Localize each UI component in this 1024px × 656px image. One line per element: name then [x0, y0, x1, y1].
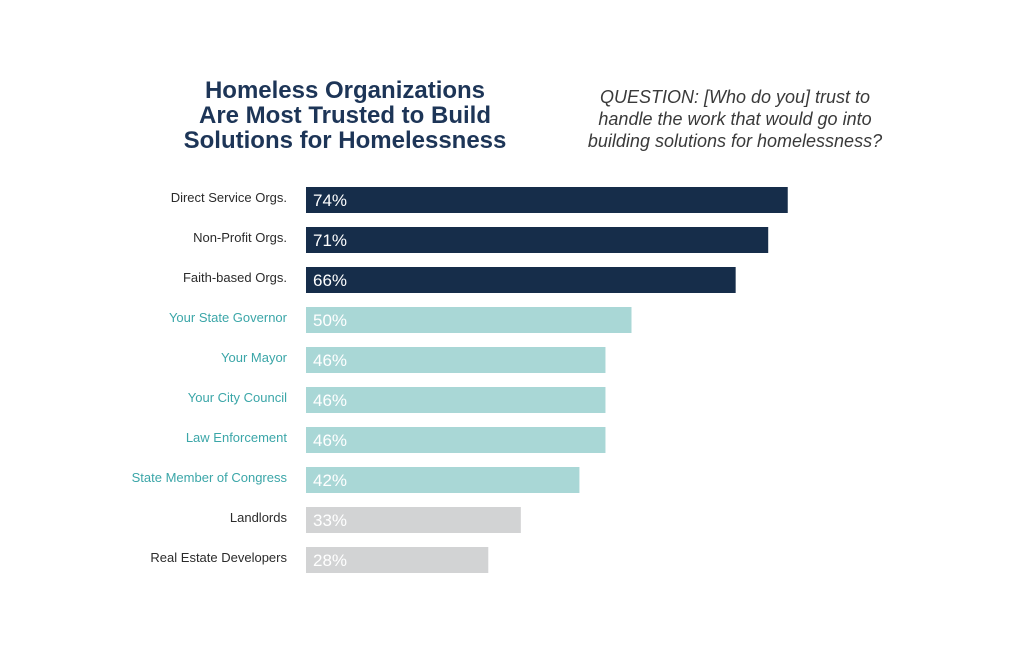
category-label: State Member of Congress: [132, 470, 288, 485]
bar-value-label: 46%: [313, 351, 347, 370]
bar: [306, 467, 580, 493]
survey-question-line: handle the work that would go into: [598, 109, 872, 129]
bar: [306, 227, 769, 253]
bar-value-label: 46%: [313, 391, 347, 410]
chart-title-line: Are Most Trusted to Build: [198, 102, 491, 129]
category-label: Your State Governor: [169, 310, 288, 325]
bar-value-label: 50%: [313, 311, 347, 330]
category-label: Your City Council: [188, 390, 287, 405]
category-label: Real Estate Developers: [150, 550, 287, 565]
bar-value-label: 46%: [313, 431, 347, 450]
bar-value-label: 42%: [313, 471, 347, 490]
chart-title: Homeless Organizations Are Most Trusted …: [160, 78, 530, 153]
category-label: Your Mayor: [221, 350, 288, 365]
survey-question: QUESTION: [Who do you] trust to handle t…: [555, 86, 915, 152]
bar: [306, 307, 632, 333]
bar-value-label: 71%: [313, 231, 347, 250]
survey-question-line: building solutions for homelessness?: [587, 131, 883, 151]
chart-title-line: Solutions for Homelessness: [183, 127, 507, 154]
bar: [306, 347, 606, 373]
bar-value-label: 74%: [313, 191, 347, 210]
category-label: Law Enforcement: [186, 430, 288, 445]
bar: [306, 187, 788, 213]
bar: [306, 387, 606, 413]
survey-question-line: QUESTION: [Who do you] trust to: [599, 87, 871, 107]
category-label: Non-Profit Orgs.: [193, 230, 287, 245]
bar-value-label: 66%: [313, 271, 347, 290]
category-label: Faith-based Orgs.: [183, 270, 287, 285]
category-label: Direct Service Orgs.: [171, 190, 287, 205]
bar: [306, 427, 606, 453]
bar-value-label: 28%: [313, 551, 347, 570]
chart-title-line: Homeless Organizations: [204, 77, 486, 104]
bar: [306, 267, 736, 293]
bar-value-label: 33%: [313, 511, 347, 530]
category-label: Landlords: [230, 510, 288, 525]
bar: [306, 547, 489, 573]
bar: [306, 507, 521, 533]
